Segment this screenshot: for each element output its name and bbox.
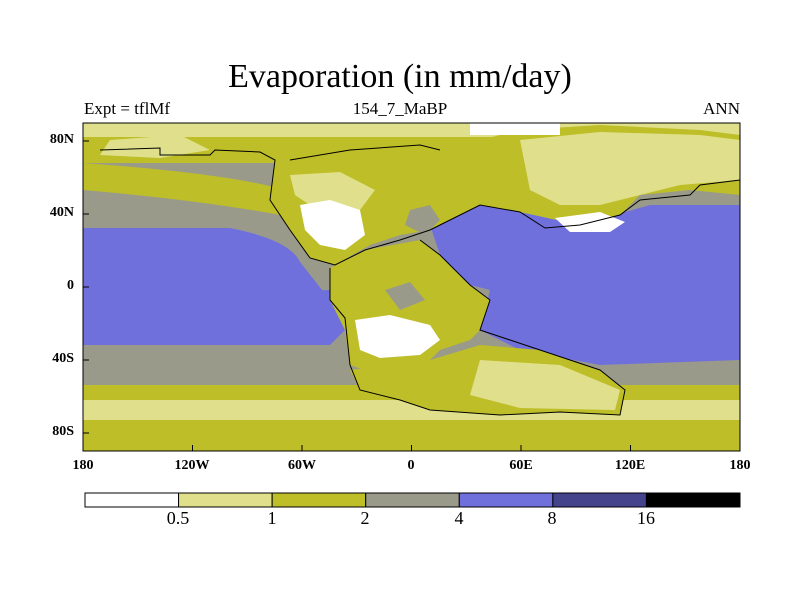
antarctica-light: [470, 360, 620, 410]
coastline-south: [329, 239, 626, 416]
colorbar: [84, 492, 741, 508]
x-tick-label: 180: [72, 458, 94, 473]
colorbar-swatch: [458, 492, 554, 508]
x-tick-label: 60E: [509, 458, 533, 473]
experiment-label: Expt = tflMf: [84, 99, 171, 118]
x-tick-label: 120E: [614, 458, 646, 473]
y-tick-label: 40N: [49, 205, 74, 220]
colorbar-label: 0.5: [166, 508, 190, 528]
north-america-desert: [300, 200, 365, 250]
tethys-blue: [430, 205, 740, 365]
asia-light: [520, 132, 740, 205]
east-blue: [700, 205, 740, 360]
x-tick-label: 60W: [288, 458, 316, 473]
y-tick-label: 40S: [52, 351, 74, 366]
x-tick-label: 180: [729, 458, 751, 473]
x-ticks: [82, 445, 741, 451]
pacific-blue-north: [83, 228, 330, 310]
colorbar-swatch: [645, 492, 741, 508]
colorbar-swatch: [552, 492, 647, 508]
figure-title: Evaporation (in mm/day): [228, 58, 572, 95]
coastline-arctic: [289, 144, 441, 161]
colorbar-label: 2: [360, 508, 370, 528]
x-tick-label: 0: [407, 458, 415, 473]
period-label: 154_7_MaBP: [352, 99, 448, 118]
colorbar-swatch: [365, 492, 460, 508]
africa-grey: [385, 282, 425, 310]
coastline-north: [99, 147, 740, 266]
colorbar-swatch: [84, 492, 180, 508]
pacific-blue-south: [83, 290, 345, 345]
band-south-bottom: [83, 428, 740, 451]
y-tick-label: 80N: [49, 132, 74, 147]
colorbar-label: 1: [267, 508, 277, 528]
south-america-desert: [355, 315, 440, 358]
colorbar-swatch: [178, 492, 273, 508]
y-ticks: [83, 140, 89, 434]
namerica-light: [290, 172, 375, 212]
arctic-white: [470, 123, 560, 135]
y-tick-label: 80S: [52, 424, 74, 439]
x-tick-label: 120W: [174, 458, 210, 473]
colorbar-label: 4: [454, 508, 464, 528]
europe-grey: [405, 205, 440, 235]
colorbar-label: 8: [547, 508, 557, 528]
season-label: ANN: [703, 99, 740, 118]
map-field: [83, 123, 740, 451]
arctic-light: [100, 135, 210, 158]
nw-pacific-yellow: [83, 163, 300, 215]
colorbar-swatch: [271, 492, 367, 508]
y-tick-label: 0: [67, 278, 74, 293]
colorbar-label: 16: [637, 508, 655, 528]
